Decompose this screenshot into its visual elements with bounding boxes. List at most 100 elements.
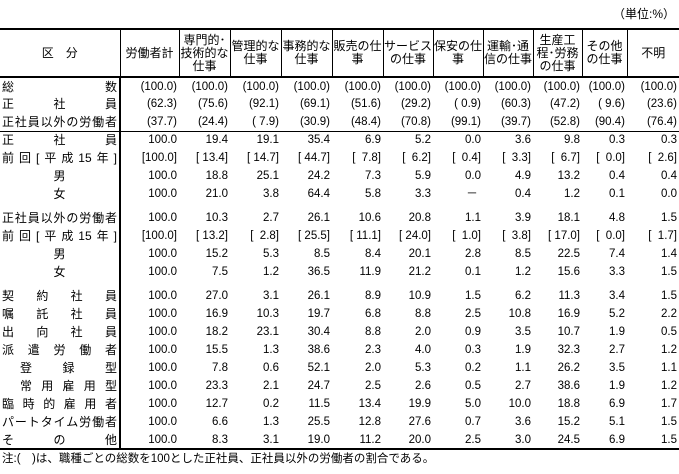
row-label: 男: [0, 245, 121, 263]
column-header: 生産工程･労務の仕事: [532, 28, 583, 78]
value-cell: 15.6: [557, 266, 580, 278]
spacer-row: [0, 203, 679, 209]
value-cell: 1.5: [465, 290, 481, 302]
value-cell: 0.2: [465, 362, 481, 374]
value-cell: 0.1: [465, 266, 481, 278]
value-cell: 16.9: [205, 308, 228, 320]
row-label: 契約社員: [0, 287, 121, 305]
value-cell: 2.7: [263, 212, 279, 224]
value-cell: 100.0: [148, 248, 177, 260]
value-cell: 22.5: [557, 248, 580, 260]
value-cell: ( 9.6): [598, 98, 625, 110]
value-cell: (100.0): [140, 80, 177, 93]
row-label: その他: [0, 431, 121, 450]
value-cell: 1.4: [661, 248, 677, 260]
value-cell: 18.1: [557, 212, 580, 224]
value-cell: [ 44.7]: [298, 152, 330, 164]
row-label: 常用雇用型: [0, 377, 121, 395]
value-cell: 21.2: [408, 266, 431, 278]
table-row: 正社員以外の労働者 (37.7) (24.4)( 7.9) (30.9) (48.4)(…: [0, 113, 679, 132]
value-cell: 12.7: [205, 398, 228, 410]
value-cell: 3.6: [515, 416, 531, 428]
value-cell: 15.2: [205, 248, 228, 260]
value-cell: 0.4: [609, 170, 625, 182]
value-cell: 1.5: [661, 212, 677, 224]
value-cell: 7.5: [212, 266, 228, 278]
value-cell: 20.0: [383, 431, 433, 450]
column-header: 事務的な仕事: [280, 28, 333, 78]
row-label: 正社員: [0, 131, 121, 149]
table-row: その他 100.0 8.3 3.1 19.0 11.2 20.0 2.5 3.0 24.5 6.9 1…: [0, 431, 679, 450]
value-cell: 26.1: [307, 212, 330, 224]
value-cell: 2.3: [365, 344, 381, 356]
value-cell: 11.9: [359, 266, 381, 278]
value-cell: (69.1): [299, 98, 330, 110]
value-cell: 100.0: [148, 212, 177, 224]
value-cell: 3.0: [483, 431, 533, 450]
value-cell: [100.0]: [141, 230, 177, 242]
value-cell: 0.0: [465, 170, 481, 182]
value-cell: [100.0]: [141, 152, 177, 164]
value-cell: (52.8): [533, 113, 582, 132]
column-header: 管理的な仕事: [229, 28, 282, 78]
value-cell: 5.8: [365, 188, 381, 200]
value-cell: (100.0): [588, 80, 625, 93]
value-cell: 3.3: [609, 266, 625, 278]
value-cell: 100.0: [148, 170, 177, 182]
table-row: 常用雇用型 100.0 23.3 2.1 24.7 2.5 2.6 0.5 2.7 38.6 1.9…: [0, 377, 679, 395]
value-cell: 10.7: [557, 326, 580, 338]
table-row: 契約社員 100.0 27.0 3.1 26.1 8.9 10.9 1.5 6.2 11.3 3.4…: [0, 287, 679, 305]
value-cell: 35.4: [307, 134, 330, 147]
value-cell: 6.8: [365, 308, 381, 320]
value-cell: 2.2: [661, 308, 677, 320]
row-label: 正社員以外の労働者: [0, 209, 121, 227]
value-cell: [ 25.5]: [298, 230, 330, 242]
value-cell: 0.0: [465, 134, 481, 147]
value-cell: [ 0.0]: [596, 230, 625, 242]
value-cell: 9.8: [564, 134, 580, 147]
value-cell: 0.9: [465, 326, 481, 338]
value-cell: (100.0): [494, 80, 531, 93]
value-cell: 0.7: [465, 416, 481, 428]
value-cell: 1.2: [661, 380, 677, 392]
table-row: 嘱託社員 100.0 16.9 10.3 19.7 6.8 8.8 2.5 10.8 16.9 5.…: [0, 305, 679, 323]
value-cell: 2.1: [263, 380, 279, 392]
value-cell: ( 0.9): [454, 98, 481, 110]
value-cell: 0.5: [465, 380, 481, 392]
value-cell: 100.0: [148, 362, 177, 374]
row-label: 男: [0, 167, 121, 185]
value-cell: 7.8: [212, 362, 228, 374]
value-cell: 100.0: [148, 398, 177, 410]
value-cell: 1.5: [661, 290, 677, 302]
value-cell: 24.5: [533, 431, 582, 450]
value-cell: 5.1: [609, 416, 625, 428]
value-cell: 4.0: [415, 344, 431, 356]
value-cell: 8.9: [365, 290, 381, 302]
table-row: 総数 (100.0) (100.0) (100.0) (100.0) (100.0) (10…: [0, 77, 679, 95]
value-cell: 100.0: [148, 326, 177, 338]
value-cell: 6.2: [515, 290, 531, 302]
value-cell: 1.5: [661, 266, 677, 278]
footnote: 注:( )は、職種ごとの総数を100とした正社員、正社員以外の労働者の割合である…: [2, 453, 435, 465]
value-cell: 10.3: [205, 212, 228, 224]
value-cell: 2.7: [609, 344, 625, 356]
table-row: 女 100.0 21.0 3.8 64.4 5.8 3.3 － 0.4 1.2 0.1 0.0: [0, 185, 679, 203]
value-cell: 24.2: [307, 170, 330, 182]
value-cell: 100.0: [148, 266, 177, 278]
value-cell: (24.4): [179, 113, 230, 132]
value-cell: (47.2): [549, 98, 580, 110]
value-cell: (100.0): [640, 80, 677, 93]
column-header: 不明: [626, 28, 679, 78]
spacer-cell: [0, 281, 121, 287]
value-cell: 8.8: [365, 326, 381, 338]
value-cell: 1.3: [263, 416, 279, 428]
value-cell: 100.0: [120, 431, 179, 450]
value-cell: (99.1): [433, 113, 483, 132]
row-label: 出向社員: [0, 323, 121, 341]
value-cell: 15.5: [205, 344, 228, 356]
value-cell: 0.5: [661, 326, 677, 338]
value-cell: 27.0: [205, 290, 228, 302]
value-cell: 1.3: [263, 344, 279, 356]
value-cell: 1.5: [661, 416, 677, 428]
value-cell: (29.2): [400, 98, 431, 110]
